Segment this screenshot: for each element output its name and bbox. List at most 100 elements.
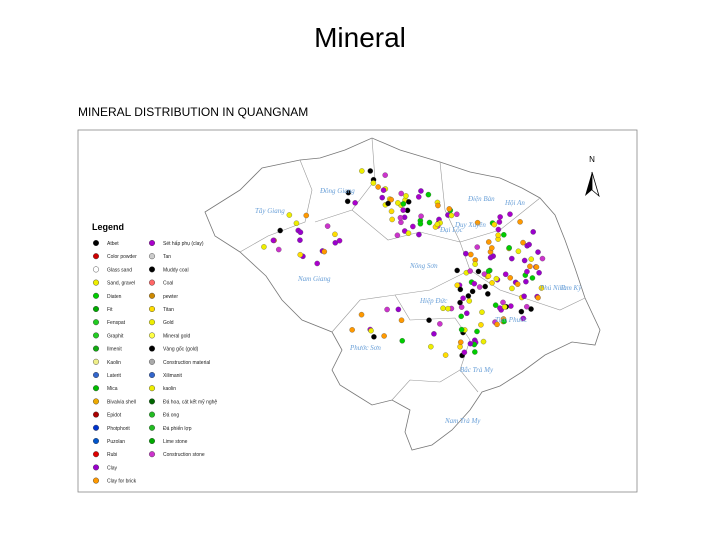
legend-label: Construction stone (163, 452, 205, 458)
legend-icon (92, 345, 99, 352)
legend-icon (92, 385, 99, 392)
district-label: Hội An (504, 199, 525, 207)
legend-label: Đá phiến lợp (163, 426, 192, 432)
mineral-symbol (523, 278, 529, 285)
legend-label: Đá ong (163, 413, 179, 419)
mineral-symbol (539, 255, 546, 262)
district-label: Đại Lộc (439, 226, 464, 234)
mineral-symbol (492, 302, 499, 308)
mineral-symbol (400, 201, 407, 207)
mineral-symbol (495, 232, 501, 238)
mineral-symbol (416, 231, 422, 238)
mineral-symbol (442, 352, 449, 358)
legend-label: Sét hấp phụ (clay) (163, 241, 204, 247)
legend-label: Fit (107, 307, 113, 313)
mineral-symbol (489, 280, 495, 286)
mineral-symbol (467, 340, 474, 347)
legend-label: Atbet (107, 241, 119, 247)
legend-icon (148, 306, 155, 313)
mineral-symbol (472, 349, 478, 355)
mineral-symbol (426, 219, 433, 226)
legend-label: Color powder (107, 254, 137, 260)
mineral-symbol (497, 214, 503, 220)
mineral-symbol (385, 200, 391, 207)
mineral-symbol (437, 321, 443, 327)
mineral-symbol (349, 327, 355, 333)
mineral-symbol (528, 256, 534, 262)
mineral-symbol (495, 226, 502, 233)
mineral-symbol (520, 315, 527, 322)
legend-icon (92, 411, 99, 418)
mineral-symbol (371, 334, 377, 340)
mineral-symbol (397, 214, 404, 221)
mineral-symbol (528, 306, 534, 312)
legend-icon (148, 266, 155, 273)
legend-icon (92, 477, 99, 484)
mineral-symbol (405, 199, 412, 205)
mineral-symbol (526, 241, 532, 248)
district-label: Tiên Phước (495, 316, 528, 324)
mineral-symbol (479, 309, 485, 315)
district-label: Tây Giang (255, 207, 285, 215)
district-label: Đông Giang (319, 187, 355, 195)
north-arrow: N (585, 155, 600, 198)
map-subtitle: MINERAL DISTRIBUTION IN QUANGNAM (78, 105, 308, 119)
mineral-symbol (457, 343, 463, 350)
mineral-symbol (465, 293, 472, 299)
legend-label: Diaten (107, 294, 122, 300)
mineral-symbol (435, 202, 441, 209)
legend-label: kaolin (163, 386, 176, 392)
mineral-symbol (538, 285, 545, 291)
mineral-symbol (464, 310, 470, 316)
mineral-symbol (491, 221, 498, 228)
legend-icon (148, 279, 155, 286)
mineral-symbol (461, 349, 468, 356)
mineral-symbol (518, 308, 525, 315)
legend-icon (92, 424, 99, 431)
mineral-symbol (440, 305, 446, 312)
legend-label: Construction material (163, 360, 210, 366)
mineral-symbol (344, 198, 351, 205)
mineral-symbol (379, 194, 385, 201)
mineral-symbol (494, 321, 500, 328)
legend-icon (92, 319, 99, 326)
mineral-symbol (314, 260, 320, 267)
legend-icon (92, 306, 99, 313)
legend-label: Photphorit (107, 426, 130, 432)
legend-label: Fenspat (107, 320, 126, 326)
legend-icon (92, 464, 99, 471)
mineral-symbol (352, 200, 358, 206)
mineral-symbol (445, 305, 451, 312)
district-label: Phú Ninh (539, 284, 567, 292)
mineral-symbol (476, 284, 483, 290)
mineral-symbol (457, 299, 463, 306)
legend-icon (92, 332, 99, 339)
mineral-symbol (501, 232, 507, 238)
legend-label: pewter (163, 294, 178, 300)
mineral-symbol (418, 213, 424, 219)
mineral-symbol (482, 283, 488, 290)
legend-icon (92, 398, 99, 405)
legend-icon (148, 438, 155, 445)
mineral-symbol (469, 288, 476, 295)
mineral-symbol (388, 208, 395, 215)
legend-label: Kaolin (107, 360, 121, 366)
district-label: Hiệp Đức (419, 297, 448, 305)
legend-icon (148, 424, 155, 431)
legend-label: Mica (107, 386, 118, 392)
legend-title: Legend (92, 222, 124, 232)
legend-icon (92, 438, 99, 445)
legend-icon (148, 292, 155, 299)
mineral-symbol (418, 188, 424, 194)
mineral-symbol (493, 275, 500, 282)
district-labels: Tây Giang Đông Giang Nam Giang Nông Sơn Đại … (255, 187, 582, 425)
mineral-symbol (489, 245, 495, 251)
legend-label: Xilimanit (163, 373, 183, 379)
mineral-symbol (517, 219, 523, 225)
mineral-symbol (530, 229, 536, 235)
mineral-symbol (471, 280, 478, 287)
legend-label: Epidot (107, 413, 122, 419)
legend-label: Gold (163, 320, 174, 326)
mineral-symbol (382, 172, 388, 178)
mineral-symbol (428, 343, 434, 350)
